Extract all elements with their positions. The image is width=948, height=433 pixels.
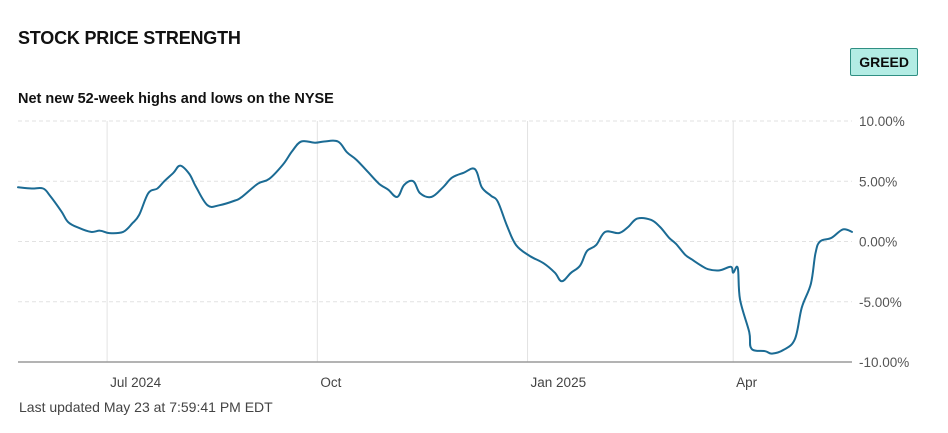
x-tick-label: Jul 2024 [110, 375, 162, 390]
series-line [17, 139, 853, 355]
chart-subtitle: Net new 52-week highs and lows on the NY… [18, 91, 334, 107]
y-tick-label: -10.00% [859, 355, 909, 370]
grid-layer [18, 120, 852, 362]
tick-label-layer: 10.00% 5.00% 0.00% -5.00% -10.00% Jul 2024 Oct… [110, 114, 909, 390]
x-tick-label: Jan 2025 [531, 375, 587, 390]
sentiment-badge: GREED [850, 48, 918, 76]
x-tick-label: Apr [736, 375, 758, 390]
series-layer [17, 139, 853, 355]
x-tick-label: Oct [320, 375, 341, 390]
y-tick-label: -5.00% [859, 295, 902, 310]
chart-title: STOCK PRICE STRENGTH [18, 28, 241, 48]
y-tick-label: 10.00% [859, 114, 905, 129]
y-tick-label: 5.00% [859, 174, 897, 189]
stock-price-strength-chart: 10.00% 5.00% 0.00% -5.00% -10.00% Jul 2024 Oct… [17, 114, 909, 390]
last-updated-text: Last updated May 23 at 7:59:41 PM EDT [19, 399, 273, 415]
y-tick-label: 0.00% [859, 235, 897, 250]
